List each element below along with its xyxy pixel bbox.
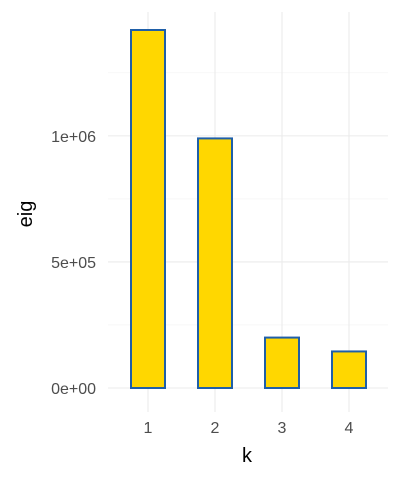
bar-1 (130, 29, 166, 389)
y-tick-label: 1e+06 (51, 129, 96, 146)
bar-4 (331, 350, 367, 390)
y-axis-tick-labels: 0e+00 5e+05 1e+06 (51, 129, 96, 398)
x-tick-label: 1 (144, 420, 153, 437)
x-tick-label: 2 (211, 420, 220, 437)
x-tick-label: 3 (278, 420, 287, 437)
bar-2 (197, 137, 233, 389)
y-tick-label: 5e+05 (51, 255, 96, 272)
bar-3 (264, 336, 300, 389)
x-axis-tick-labels: 1 2 3 4 (144, 420, 354, 437)
x-tick-label: 4 (345, 420, 354, 437)
y-tick-label: 0e+00 (51, 381, 96, 398)
y-axis-title: eig (15, 201, 37, 228)
bars (130, 29, 367, 390)
x-axis-title: k (242, 445, 253, 467)
